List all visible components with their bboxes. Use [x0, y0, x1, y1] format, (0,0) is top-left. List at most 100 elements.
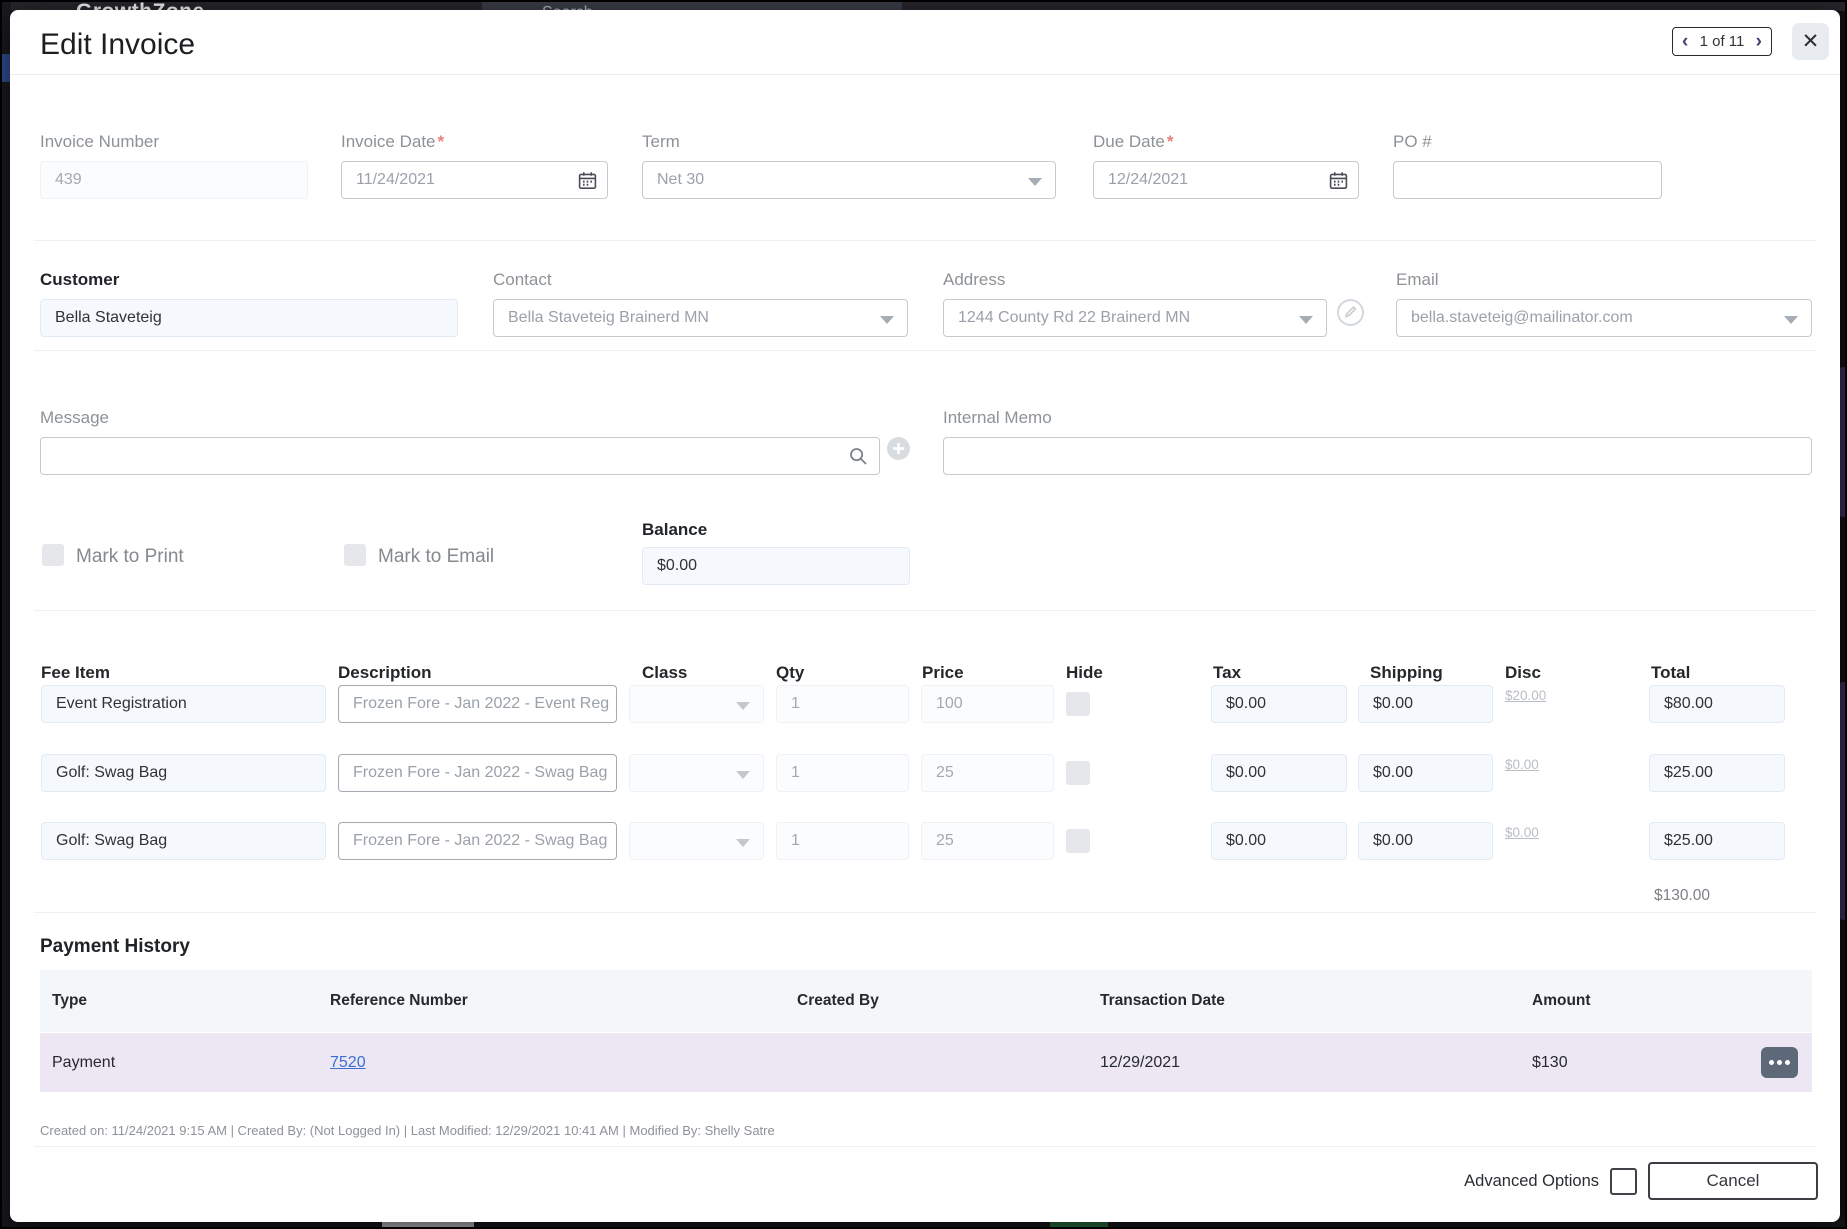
audit-trail-text: Created on: 11/24/2021 9:15 AM | Created… [40, 1123, 775, 1138]
tax-input[interactable]: $0.00 [1211, 685, 1347, 723]
chevron-down-icon [1028, 178, 1042, 186]
tax-input[interactable]: $0.00 [1211, 754, 1347, 792]
invoice-date-label: Invoice Date [341, 132, 436, 151]
search-icon[interactable] [848, 446, 869, 467]
divider [34, 610, 1816, 611]
reference-number-link[interactable]: 7520 [330, 1054, 366, 1071]
internal-memo-input[interactable] [943, 437, 1812, 475]
payment-amount: $130 [1532, 1054, 1568, 1071]
calendar-icon[interactable] [1329, 171, 1348, 190]
price-input[interactable]: 100 [921, 685, 1054, 723]
line-item-row: Golf: Swag Bag Frozen Fore - Jan 2022 - … [10, 822, 1840, 861]
address-label: Address [943, 270, 1006, 289]
line-item-row: Golf: Swag Bag Frozen Fore - Jan 2022 - … [10, 754, 1840, 793]
col-amount: Amount [1532, 992, 1591, 1009]
cancel-button[interactable]: Cancel [1648, 1162, 1818, 1200]
invoice-date-input[interactable]: 11/24/2021 [341, 161, 608, 199]
line-items-header: Fee Item Description Class Qty Price Hid… [10, 663, 1840, 685]
message-label: Message [40, 408, 109, 427]
chevron-down-icon [736, 771, 750, 779]
tax-input[interactable]: $0.00 [1211, 822, 1347, 860]
shipping-input[interactable]: $0.00 [1358, 685, 1493, 723]
hide-checkbox[interactable] [1066, 692, 1090, 716]
term-field: Term Net 30 [642, 132, 1056, 199]
description-input[interactable]: Frozen Fore - Jan 2022 - Swag Bag [338, 822, 617, 860]
divider [34, 1146, 1816, 1147]
background-bottom-blob [382, 1219, 474, 1227]
total-input[interactable]: $25.00 [1649, 754, 1785, 792]
discount-link[interactable]: $0.00 [1505, 757, 1539, 772]
hide-checkbox[interactable] [1066, 829, 1090, 853]
edit-address-button[interactable] [1337, 299, 1364, 326]
fee-item-input[interactable]: Golf: Swag Bag [41, 754, 326, 792]
fee-item-input[interactable]: Golf: Swag Bag [41, 822, 326, 860]
col-hide: Hide [1066, 663, 1103, 682]
background-left-blob [2, 54, 11, 82]
qty-input[interactable]: 1 [776, 754, 909, 792]
price-input[interactable]: 25 [921, 754, 1054, 792]
po-number-input[interactable] [1393, 161, 1662, 199]
invoice-date-field: Invoice Date * 11/24/2021 [341, 132, 608, 199]
term-select[interactable]: Net 30 [642, 161, 1056, 199]
total-input[interactable]: $25.00 [1649, 822, 1785, 860]
payment-type: Payment [52, 1054, 116, 1071]
balance-input[interactable]: $0.00 [642, 547, 910, 585]
qty-input[interactable]: 1 [776, 685, 909, 723]
calendar-icon[interactable] [578, 171, 597, 190]
advanced-options-checkbox[interactable] [1610, 1167, 1637, 1195]
hide-checkbox[interactable] [1066, 761, 1090, 785]
mark-to-print-checkbox[interactable] [42, 544, 64, 566]
add-message-icon[interactable] [887, 437, 910, 460]
description-input[interactable]: Frozen Fore - Jan 2022 - Event Reg [338, 685, 617, 723]
col-tax: Tax [1213, 663, 1242, 682]
total-input[interactable]: $80.00 [1649, 685, 1785, 723]
mark-to-print-label: Mark to Print [76, 546, 184, 567]
line-items-subtotal: $130.00 [1654, 887, 1711, 904]
price-input[interactable]: 25 [921, 822, 1054, 860]
pager-prev-icon[interactable]: ‹ [1682, 31, 1689, 52]
close-icon[interactable]: ✕ [1792, 23, 1829, 60]
due-date-field: Due Date * 12/24/2021 [1093, 132, 1359, 199]
chevron-down-icon [1784, 316, 1798, 324]
mark-to-email-checkbox[interactable] [344, 544, 366, 566]
qty-input[interactable]: 1 [776, 822, 909, 860]
side-panel-tab[interactable] [1836, 367, 1845, 517]
description-input[interactable]: Frozen Fore - Jan 2022 - Swag Bag [338, 754, 617, 792]
invoice-number-label: Invoice Number [40, 132, 160, 151]
required-marker: * [1166, 132, 1174, 151]
class-select[interactable] [629, 685, 764, 723]
internal-memo-label: Internal Memo [943, 408, 1052, 427]
invoice-number-input[interactable]: 439 [40, 161, 308, 199]
discount-link[interactable]: $0.00 [1505, 825, 1539, 840]
fee-item-input[interactable]: Event Registration [41, 685, 326, 723]
page-title: Edit Invoice [40, 28, 196, 61]
customer-input[interactable]: Bella Staveteig [40, 299, 458, 337]
payment-history-row: Payment 7520 12/29/2021 $130 [40, 1033, 1812, 1092]
class-select[interactable] [629, 822, 764, 860]
balance-label: Balance [642, 520, 708, 539]
row-actions-button[interactable] [1761, 1047, 1798, 1078]
email-select[interactable]: bella.staveteig@mailinator.com [1396, 299, 1812, 337]
address-select[interactable]: 1244 County Rd 22 Brainerd MN [943, 299, 1327, 337]
col-qty: Qty [776, 663, 805, 682]
record-pager: ‹ 1 of 11 › [1672, 27, 1772, 56]
shipping-input[interactable]: $0.00 [1358, 754, 1493, 792]
po-number-label: PO # [1393, 132, 1432, 151]
discount-link[interactable]: $20.00 [1505, 688, 1547, 703]
background-bottom-blob-green [1050, 1219, 1108, 1227]
side-panel-tab[interactable] [1836, 682, 1845, 920]
pager-next-icon[interactable]: › [1755, 31, 1762, 52]
invoice-number-field: Invoice Number 439 [40, 132, 308, 199]
payment-history-title: Payment History [40, 936, 190, 957]
line-item-row: Event Registration Frozen Fore - Jan 202… [10, 685, 1840, 724]
shipping-input[interactable]: $0.00 [1358, 822, 1493, 860]
contact-field: Contact Bella Staveteig Brainerd MN [493, 270, 908, 337]
message-input[interactable] [40, 437, 880, 475]
class-select[interactable] [629, 754, 764, 792]
chevron-down-icon [736, 839, 750, 847]
col-total: Total [1651, 663, 1691, 682]
pager-count: 1 of 11 [1699, 33, 1745, 50]
due-date-input[interactable]: 12/24/2021 [1093, 161, 1359, 199]
contact-select[interactable]: Bella Staveteig Brainerd MN [493, 299, 908, 337]
